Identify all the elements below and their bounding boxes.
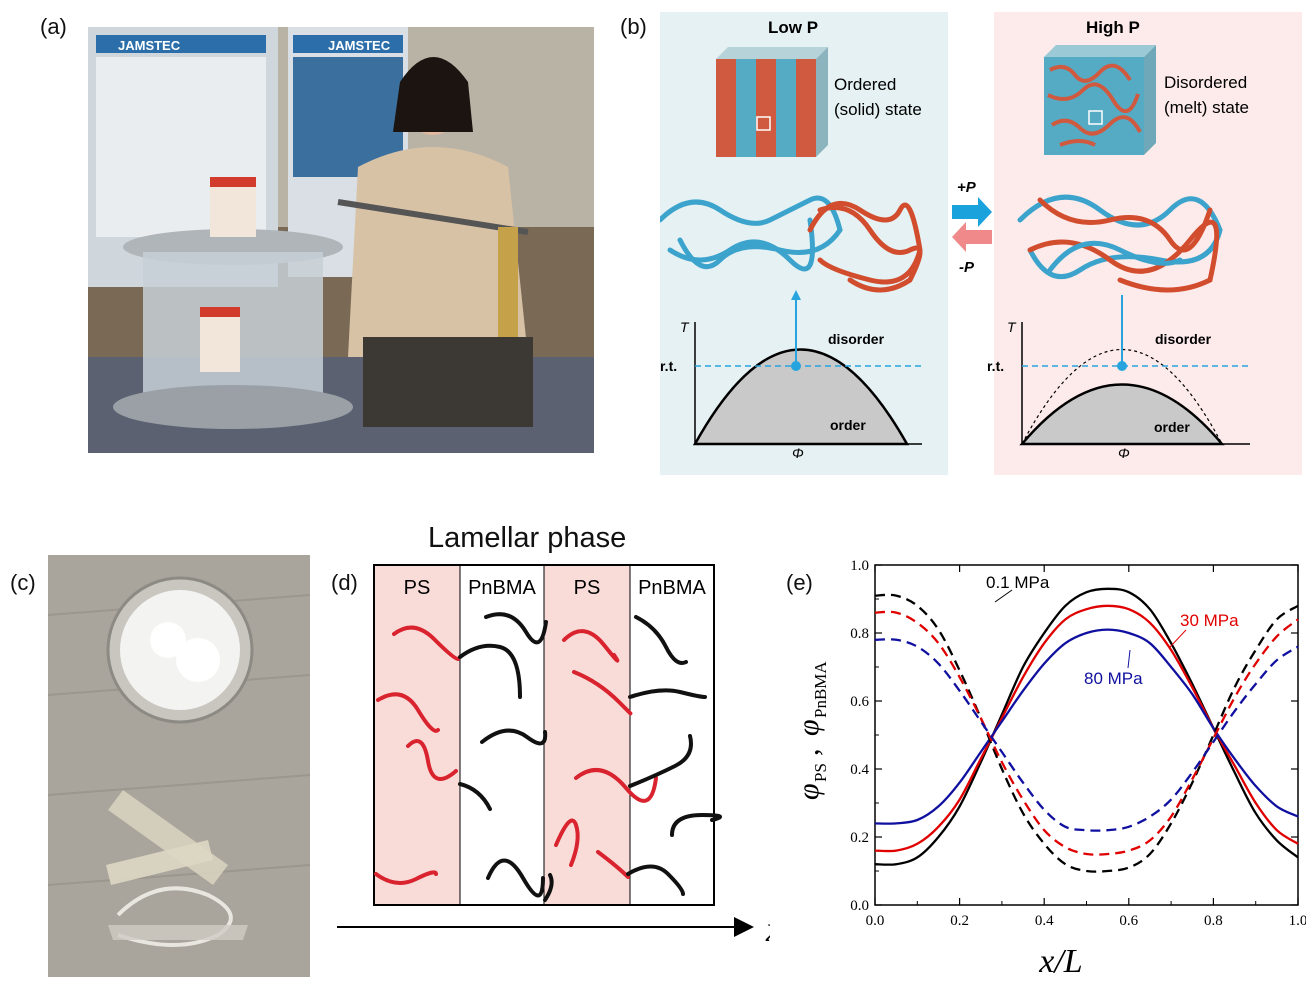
ordered-state-line2: (solid) state — [834, 100, 922, 119]
minus-p-label: -P — [959, 259, 975, 276]
series-line-ps-1 — [874, 604, 1299, 853]
y-axis-label: φ PS , φ PnBMA — [792, 661, 830, 800]
ylabel-pnbma-subscript: PnBMA — [811, 661, 830, 718]
low-p-phase-diagram: T Φ r.t. disorder order — [660, 290, 922, 461]
low-p-order-label: order — [830, 417, 866, 433]
low-p-rt-label: r.t. — [660, 358, 677, 374]
panel-b-schematic: Low P High P Ordered (solid) state Disor… — [660, 12, 1302, 475]
high-p-rt-label: r.t. — [987, 358, 1004, 374]
y-tick-label: 0.8 — [850, 626, 869, 642]
lamellar-schematic: PS PnBMA PS PnBMA — [337, 564, 770, 949]
high-p-disorder-label: disorder — [1155, 331, 1212, 347]
column-label-2: PnBMA — [468, 577, 536, 599]
disordered-state-line1: Disordered — [1164, 73, 1247, 92]
series-line-pnbma-4 — [874, 610, 1299, 856]
label-30-mpa: 30 MPa — [1180, 611, 1239, 630]
high-p-phase-diagram: T Φ r.t. disorder order — [987, 295, 1250, 461]
ordered-chain-coil — [660, 195, 923, 293]
panel-e-label: (e) — [786, 570, 813, 595]
panel-c-label: (c) — [10, 570, 36, 595]
series-line-ps-0 — [874, 587, 1299, 866]
minus-p-arrow — [952, 222, 992, 252]
ylabel-phi-2: φ — [792, 719, 825, 736]
x-tick-label: 0.8 — [1204, 913, 1223, 929]
x-axis-label: x — [765, 909, 770, 949]
ordered-state-line1: Ordered — [834, 75, 896, 94]
y-tick-label: 0.4 — [850, 762, 869, 778]
y-tick-label: 0.6 — [850, 694, 869, 710]
disordered-state-line2: (melt) state — [1164, 98, 1249, 117]
series-line-pnbma-3 — [874, 593, 1299, 873]
banner-text-1: JAMSTEC — [118, 38, 181, 53]
label-80-mpa: 80 MPa — [1084, 669, 1143, 688]
low-p-t-axis: T — [680, 319, 690, 335]
series-line-pnbma-5 — [874, 638, 1299, 832]
x-axis-title: x/L — [1038, 943, 1082, 980]
polymer-chains — [374, 612, 722, 902]
plus-p-arrow — [952, 197, 992, 227]
low-p-phi-axis: Φ — [792, 445, 804, 461]
panel-a-photo: JAMSTEC JAMSTEC — [88, 27, 594, 453]
x-tick-label: 0.0 — [866, 913, 885, 929]
lamellar-title: Lamellar phase — [428, 522, 627, 554]
high-p-title: High P — [1086, 18, 1140, 37]
banner-text-2: JAMSTEC — [328, 38, 391, 53]
high-p-phi-axis: Φ — [1118, 445, 1130, 461]
panel-d-label: (d) — [331, 570, 358, 595]
column-label-1: PS — [404, 577, 431, 599]
disordered-chain-coil — [1017, 194, 1223, 293]
label-0-1-mpa: 0.1 MPa — [986, 573, 1050, 592]
column-label-3: PS — [574, 577, 601, 599]
y-tick-label: 1.0 — [850, 558, 869, 574]
y-tick-label: 0.2 — [850, 830, 869, 846]
x-axis-arrowhead — [734, 917, 754, 937]
disordered-cube — [1044, 45, 1156, 155]
ps-lamella-2 — [544, 565, 630, 905]
x-tick-label: 0.2 — [950, 913, 969, 929]
panel-a-label: (a) — [40, 14, 67, 39]
low-p-title: Low P — [768, 18, 818, 37]
column-label-4: PnBMA — [638, 577, 706, 599]
panel-c-photo — [48, 555, 310, 977]
density-profile-chart: 0.0 0.2 0.4 0.6 0.8 1.0 0.0 0.2 0.4 0.6 0.8 1.0 φ P… — [792, 558, 1306, 980]
x-tick-label: 0.4 — [1035, 913, 1054, 929]
series-line-ps-2 — [874, 628, 1299, 825]
low-p-disorder-label: disorder — [828, 331, 885, 347]
y-tick-label: 0.0 — [850, 898, 869, 914]
ylabel-ps-subscript: PS — [811, 763, 830, 782]
panel-b-label: (b) — [620, 14, 647, 39]
x-tick-label: 1.0 — [1289, 913, 1306, 929]
ps-lamella-1 — [374, 565, 460, 905]
ylabel-phi-1: φ — [792, 783, 825, 800]
ylabel-separator: , — [792, 749, 825, 757]
x-tick-label: 0.6 — [1119, 913, 1138, 929]
high-p-order-label: order — [1154, 419, 1190, 435]
ordered-cube — [716, 47, 828, 157]
plus-p-label: +P — [957, 179, 977, 196]
high-p-t-axis: T — [1007, 319, 1017, 335]
